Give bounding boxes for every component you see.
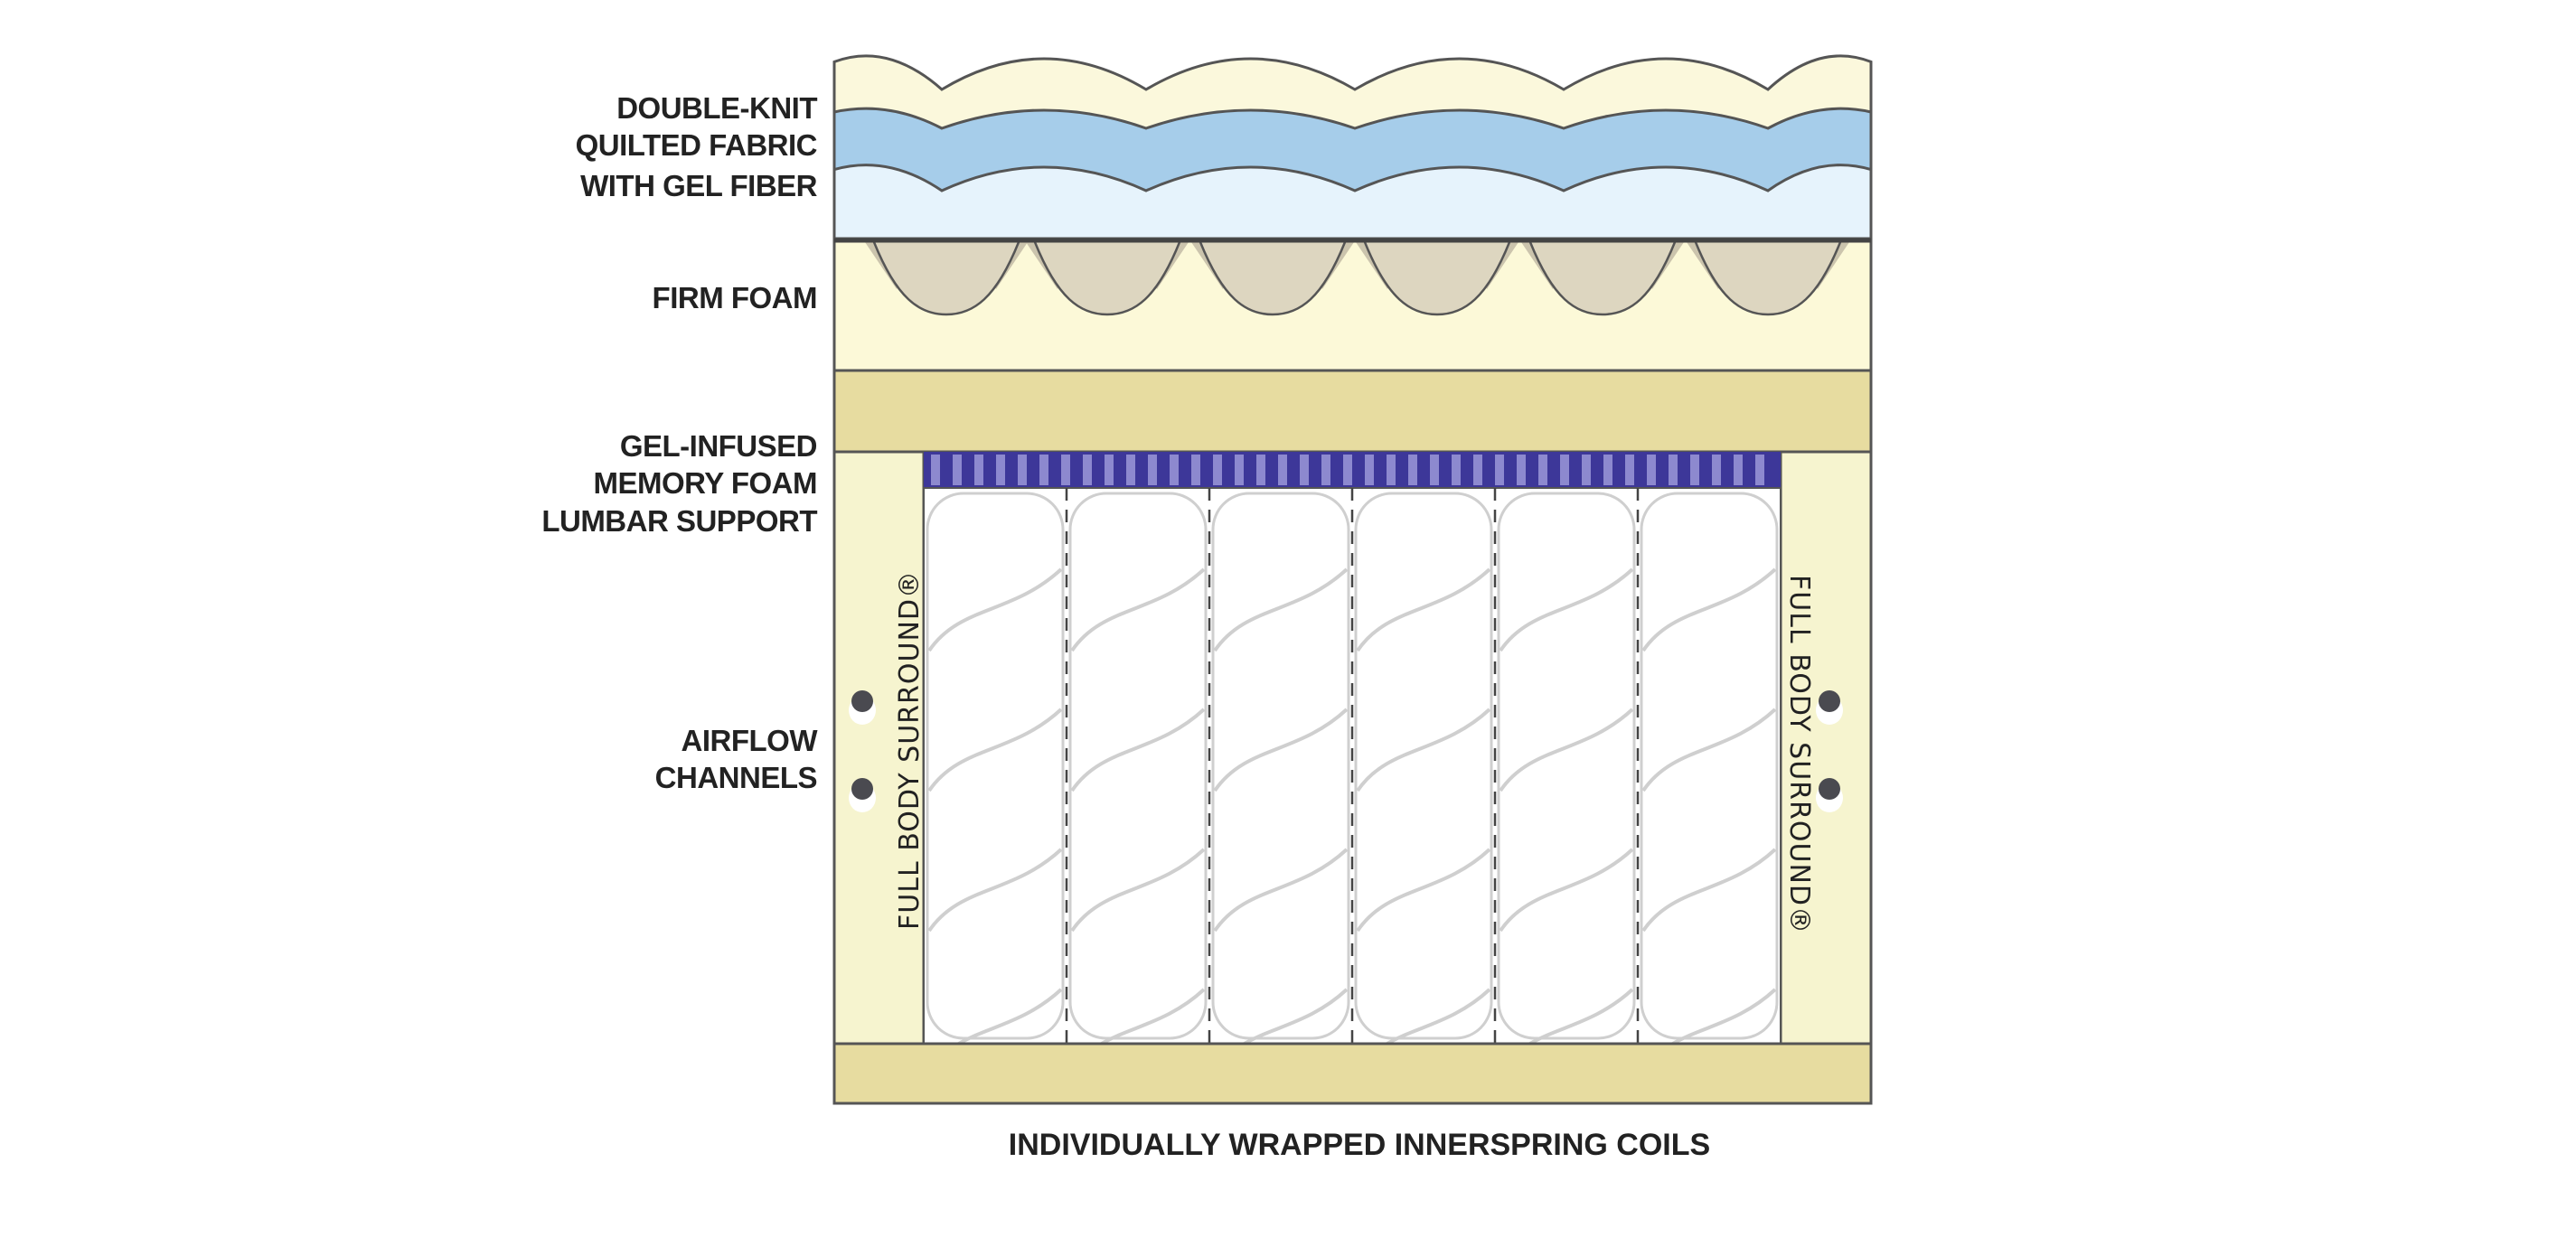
lumbar-stripe <box>1690 455 1699 485</box>
label-airflow-line2: CHANNELS <box>655 761 817 794</box>
lumbar-stripe <box>931 455 940 485</box>
lumbar-stripe <box>1582 455 1591 485</box>
light-fiber-layer <box>832 164 1873 240</box>
lumbar-stripe <box>1061 455 1070 485</box>
coil-wire <box>1356 848 1491 933</box>
coil-outline <box>1211 492 1350 1040</box>
lumbar-stripe <box>953 455 962 485</box>
layer-labels: DOUBLE-KNIT QUILTED FABRIC WITH GEL FIBE… <box>541 91 1815 1162</box>
lumbar-stripe <box>1191 455 1200 485</box>
lumbar-stripe <box>1712 455 1721 485</box>
coil-outline <box>1497 492 1636 1040</box>
coil-wire <box>1213 848 1349 933</box>
label-quilted-fabric-line3: WITH GEL FIBER <box>580 169 818 202</box>
airflow-channel-icon <box>851 778 873 800</box>
label-gel-foam-line3: LUMBAR SUPPORT <box>541 504 817 538</box>
lumbar-stripe <box>1408 455 1417 485</box>
lumbar-stripe <box>1625 455 1634 485</box>
foam-convolution <box>872 241 1020 316</box>
airflow-channel-icon <box>1819 690 1840 712</box>
lumbar-stripe <box>1517 455 1526 485</box>
coil-area <box>923 487 1782 1045</box>
lumbar-stripe <box>1560 455 1569 485</box>
caption-coils: INDIVIDUALLY WRAPPED INNERSPRING COILS <box>1009 1128 1710 1162</box>
foam-convolution <box>1033 241 1181 316</box>
coil-wire <box>1213 567 1349 652</box>
coil-wire <box>1499 848 1634 933</box>
lumbar-stripe <box>1018 455 1027 485</box>
coil-outline <box>1640 492 1779 1040</box>
coil-wire <box>1070 567 1206 652</box>
coil-wire <box>1070 848 1206 933</box>
lumbar-stripe <box>1647 455 1656 485</box>
coil-outline <box>1354 492 1493 1040</box>
lumbar-stripe <box>1235 455 1244 485</box>
label-surround-left: FULL BODY SURROUND® <box>894 570 926 930</box>
lumbar-stripe <box>1538 455 1547 485</box>
lumbar-stripe <box>1039 455 1048 485</box>
lumbar-stripe <box>1300 455 1309 485</box>
coil-wire <box>927 708 1063 792</box>
label-quilted-fabric-line2: QUILTED FABRIC <box>576 128 817 162</box>
lumbar-stripe <box>1495 455 1504 485</box>
foam-convolution <box>1363 241 1511 316</box>
lumbar-stripe <box>1365 455 1374 485</box>
surround-right <box>1779 450 1873 1045</box>
airflow-channel-icon <box>851 690 873 712</box>
lumbar-stripe <box>1321 455 1330 485</box>
coil-wire <box>1356 567 1491 652</box>
coil-wire <box>1356 708 1491 792</box>
airflow-channel-icon <box>1819 778 1840 800</box>
coil-wire <box>1070 708 1206 792</box>
lumbar-stripe <box>1755 455 1764 485</box>
lumbar-stripe <box>1387 455 1396 485</box>
coil-wire <box>1499 708 1634 792</box>
foam-convolution <box>1199 241 1347 316</box>
lumbar-stripe <box>1148 455 1157 485</box>
coil-wire <box>927 567 1063 652</box>
gel-memory-foam-layer <box>832 369 1873 454</box>
firm-foam-layer <box>832 239 1873 372</box>
coil-outline <box>1068 492 1208 1040</box>
foam-convolution <box>1694 241 1842 316</box>
label-gel-foam-line2: MEMORY FOAM <box>594 466 818 500</box>
lumbar-stripe <box>1343 455 1352 485</box>
coil-wire <box>927 848 1063 933</box>
lumbar-stripe <box>1126 455 1135 485</box>
lumbar-stripe <box>1256 455 1265 485</box>
label-surround-right: FULL BODY SURROUND® <box>1783 575 1815 934</box>
coil-wire <box>1641 848 1777 933</box>
lumbar-stripe <box>974 455 983 485</box>
lumbar-stripe <box>1603 455 1612 485</box>
label-gel-foam-line1: GEL-INFUSED <box>620 429 817 463</box>
foam-convolution <box>1528 241 1677 316</box>
coil-wire <box>1499 567 1634 652</box>
lumbar-stripe <box>1278 455 1287 485</box>
coil-outline <box>926 492 1065 1040</box>
coil-wire <box>1213 708 1349 792</box>
lumbar-stripe <box>1105 455 1114 485</box>
lumbar-stripe <box>996 455 1005 485</box>
lumbar-stripe <box>1213 455 1222 485</box>
coil-wire <box>1641 567 1777 652</box>
label-firm-foam: FIRM FOAM <box>653 281 817 314</box>
base-foam-layer <box>832 1042 1873 1105</box>
label-quilted-fabric-line1: DOUBLE-KNIT <box>616 91 817 125</box>
lumbar-stripe <box>1669 455 1678 485</box>
lumbar-stripe <box>1473 455 1482 485</box>
lumbar-stripe <box>1734 455 1743 485</box>
lumbar-stripe <box>1170 455 1179 485</box>
label-airflow-line1: AIRFLOW <box>682 724 819 757</box>
lumbar-stripe <box>1452 455 1461 485</box>
lumbar-stripe <box>1083 455 1092 485</box>
lumbar-stripe <box>1430 455 1439 485</box>
coil-wire <box>1641 708 1777 792</box>
